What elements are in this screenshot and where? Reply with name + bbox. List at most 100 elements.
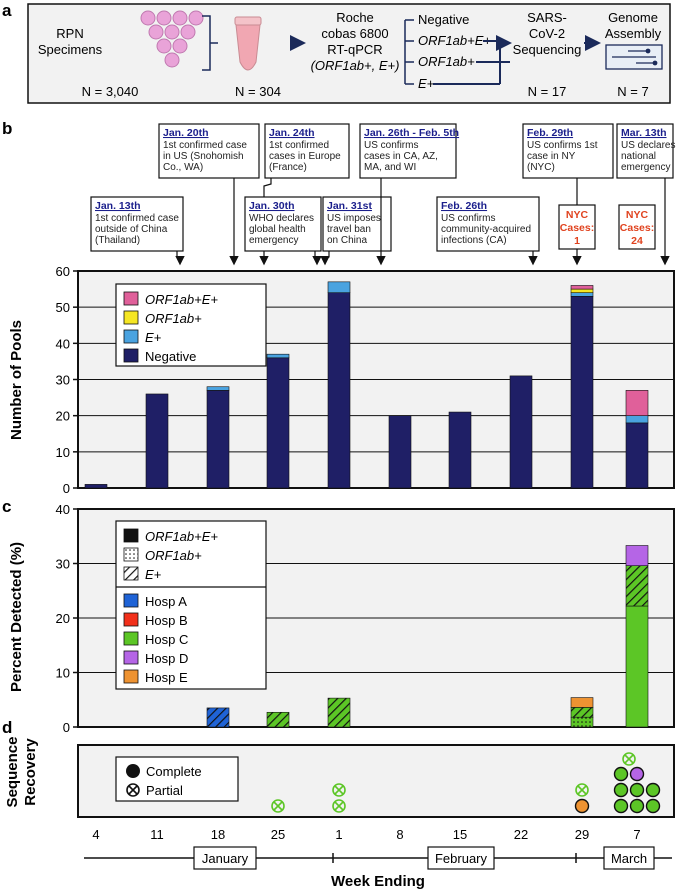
percent-legend-hosp-swatch [123, 612, 139, 627]
event-date-3: Jan. 30th [249, 200, 295, 212]
n-pools: N = 304 [235, 84, 281, 99]
recovery-point-partial-0 [271, 799, 285, 813]
specimen-circle-4 [148, 24, 164, 40]
event-text-8-1: national [621, 151, 656, 162]
pools-legend-swatch [123, 329, 139, 344]
pools-ytick-label: 0 [63, 481, 70, 496]
asm-line-1: Genome [608, 10, 658, 25]
pools-legend-swatch [123, 291, 139, 306]
pools-legend-swatch [123, 310, 139, 325]
percent-ytick-label: 10 [56, 666, 70, 681]
event-text-0-0: 1st confirmed case [95, 213, 179, 224]
specimen-circle-1 [156, 10, 172, 26]
percent-legend-pattern-swatch [123, 528, 139, 543]
percent-bar-7-8 [625, 545, 649, 566]
month-label-2: March [611, 851, 647, 866]
pools-ytick-label: 40 [56, 336, 70, 351]
event-box-6 [436, 196, 540, 252]
event-text-5-1: cases in CA, AZ, [364, 151, 438, 162]
event-arrow-0 [175, 251, 185, 266]
pools-legend: ORF1ab+E+ORF1ab+E+Negative [115, 283, 267, 367]
result-e: E+ [418, 76, 435, 91]
event-date-4: Jan. 31st [327, 200, 372, 212]
event-text-2-1: cases in Europe [269, 151, 341, 162]
pools-bar-1-Negative [327, 292, 351, 489]
nyc-line1-0: NYC [566, 209, 589, 221]
pools-legend-label: E+ [145, 330, 162, 345]
month-label-0: January [202, 851, 249, 866]
event-text-4-0: US imposes [327, 213, 381, 224]
event-text-3-1: global health [249, 224, 306, 235]
specimen-circle-5 [164, 24, 180, 40]
recovery-point-complete-6 [629, 798, 645, 814]
recovery-point-complete-12 [629, 766, 645, 782]
pools-ytick-label: 10 [56, 445, 70, 460]
x-tick-label-0: 4 [92, 827, 99, 842]
pools-bar-25-E+ [266, 353, 290, 359]
pools-bar-7-Negative [625, 422, 649, 489]
x-tick-label-8: 29 [575, 827, 589, 842]
complete-legend-icon [126, 764, 140, 778]
nyc-value-0: 1 [574, 235, 580, 247]
seq-line-3: Sequencing [513, 42, 582, 57]
recovery-point-complete-8 [613, 782, 629, 798]
pools-bar-29-Negative [570, 296, 594, 489]
event-text-7-0: US confirms 1st [527, 140, 598, 151]
event-box-3 [244, 196, 322, 252]
event-text-3-2: emergency [249, 235, 298, 246]
event-text-4-2: on China [327, 235, 367, 246]
partial-legend-icon [126, 783, 140, 797]
event-box-5 [359, 123, 457, 179]
event-text-1-0: 1st confirmed case [163, 140, 247, 151]
event-text-3-0: WHO declares [249, 213, 314, 224]
event-arrow-4 [320, 251, 330, 266]
nyc-line2-1: Cases: [620, 222, 654, 234]
event-text-4-1: travel ban [327, 224, 371, 235]
percent-ytick-label: 30 [56, 557, 70, 572]
percent-legend-pattern-label: E+ [145, 567, 162, 582]
pools-bar-29-E+ [570, 292, 594, 297]
percent-legend-hosp-label: Hosp B [145, 613, 188, 628]
percent-ytick-label: 20 [56, 611, 70, 626]
seq-line-2: CoV-2 [529, 26, 565, 41]
percent-bar-7-6 [625, 605, 649, 728]
event-text-8-2: emergency [621, 162, 670, 173]
percent-bar-pattern-3 [571, 717, 593, 727]
pools-bar-18-E+ [206, 386, 230, 391]
panel-b-letter: b [2, 119, 12, 138]
month-box-1 [427, 846, 495, 870]
event-date-7: Feb. 29th [527, 127, 573, 139]
event-box-8 [616, 123, 674, 179]
bracket-icon [202, 15, 218, 71]
pools-ytick-label: 50 [56, 300, 70, 315]
percent-ytick-label: 40 [56, 502, 70, 517]
pools-bar-22-Negative [509, 375, 533, 489]
recovery-point-complete-11 [613, 766, 629, 782]
pools-y-title: Number of Pools [8, 320, 25, 440]
percent-bar-29-5 [570, 697, 594, 708]
event-text-0-1: outside of China [95, 224, 168, 235]
panel-a-letter: a [2, 1, 12, 20]
pools-legend-swatch [123, 348, 139, 363]
specimen-circle-2 [172, 10, 188, 26]
sequence-recovery-chart: Complete Partial [77, 744, 675, 818]
panel-a-box [27, 3, 671, 104]
roche-line-2: cobas 6800 [321, 26, 388, 41]
pools-bar-25-Negative [266, 357, 290, 489]
event-text-6-0: US confirms [441, 213, 495, 224]
pools-bar-1-E+ [327, 281, 351, 294]
percent-legend-pattern-label: ORF1ab+E+ [145, 529, 218, 544]
x-tick-label-2: 18 [211, 827, 225, 842]
n-seq: N = 17 [528, 84, 567, 99]
recovery-point-complete-3 [574, 798, 590, 814]
